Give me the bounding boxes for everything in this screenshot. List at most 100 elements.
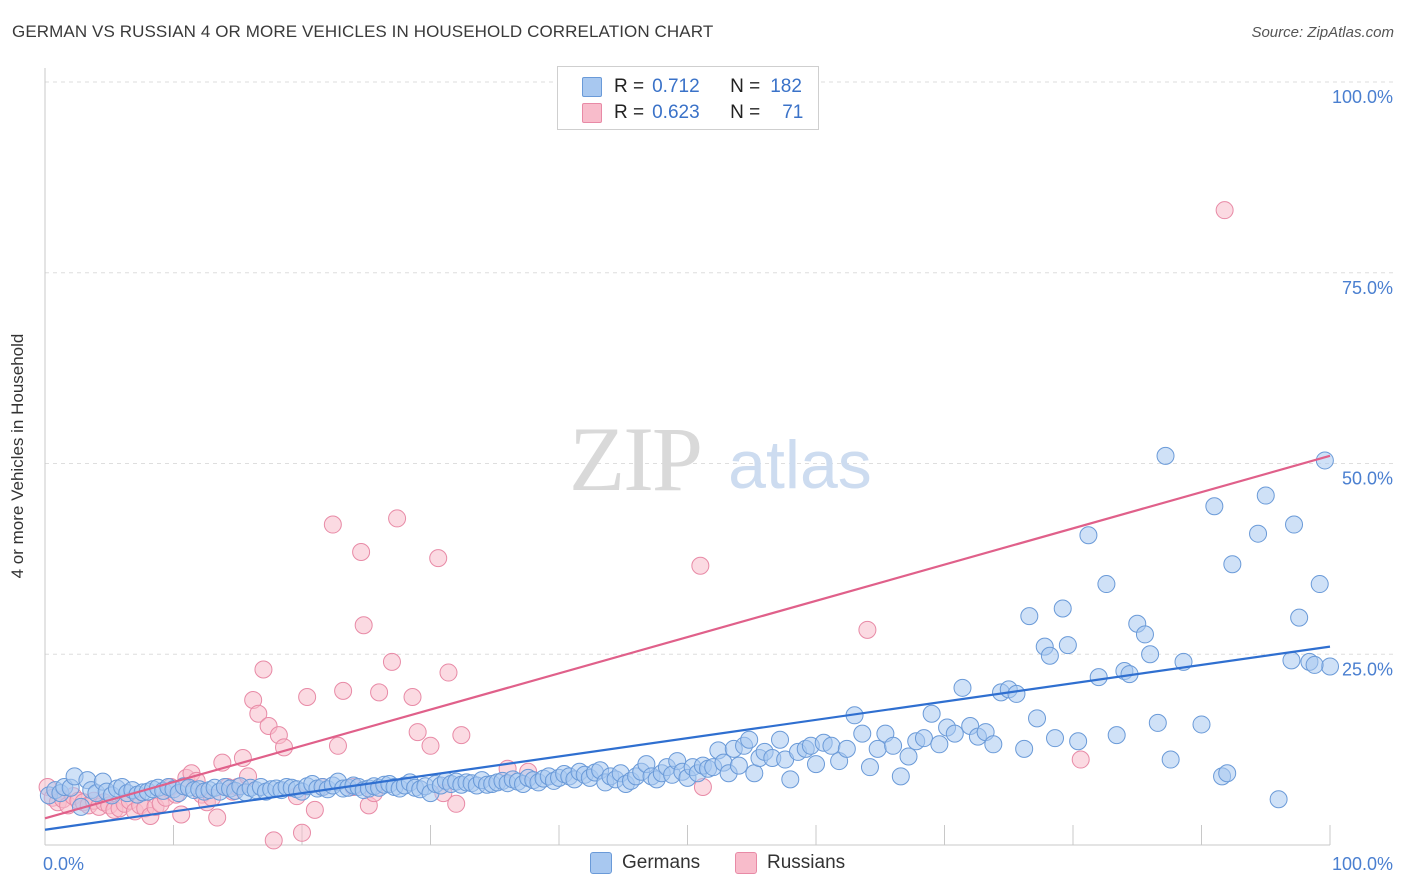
germans-point (838, 740, 855, 757)
russians-point (859, 621, 876, 638)
legend-item-germans[interactable]: Germans (590, 852, 700, 874)
germans-point (1206, 498, 1223, 515)
germans-point (923, 705, 940, 722)
r-label: R = (614, 76, 644, 98)
russians-point (353, 544, 370, 561)
germans-swatch (582, 77, 602, 97)
n-label: N = (730, 102, 760, 124)
germans-point (954, 679, 971, 696)
r-label: R = (614, 102, 644, 124)
russians-point (306, 801, 323, 818)
y-axis-title: 4 or more Vehicles in Household (8, 334, 28, 579)
germans-point (1142, 646, 1159, 663)
stats-legend: R = 0.712 N = 182 R = 0.623 N = 71 (557, 66, 819, 130)
germans-point (808, 756, 825, 773)
germans-point (1021, 608, 1038, 625)
series-legend: Germans Russians (0, 852, 1406, 878)
germans-point (915, 730, 932, 747)
germans-point (1162, 751, 1179, 768)
germans-point (1157, 447, 1174, 464)
germans-point (1070, 733, 1087, 750)
germans-point (1250, 525, 1267, 542)
germans-point (1054, 600, 1071, 617)
germans-point (861, 759, 878, 776)
legend-item-russians[interactable]: Russians (735, 852, 845, 874)
n-value: 182 (770, 76, 802, 98)
germans-point (946, 725, 963, 742)
watermark: ZIP atlas (569, 408, 872, 510)
y-tick-label: 50.0% (1342, 469, 1393, 489)
stats-row-germans: R = 0.712 N = 182 (582, 75, 802, 99)
germans-point (823, 737, 840, 754)
n-value: 71 (782, 102, 803, 124)
germans-point (1316, 452, 1333, 469)
russians-point (324, 516, 341, 533)
russians-points (39, 202, 1233, 849)
germans-point (892, 768, 909, 785)
watermark-atlas: atlas (728, 427, 872, 503)
gridlines (45, 82, 1393, 654)
russians-legend-swatch (735, 852, 757, 874)
germans-point (1149, 714, 1166, 731)
russians-point (422, 737, 439, 754)
russians-point (440, 664, 457, 681)
germans-point (730, 757, 747, 774)
germans-point (1016, 740, 1033, 757)
germans-point (1029, 710, 1046, 727)
germans-point (1080, 527, 1097, 544)
russians-point (294, 824, 311, 841)
germans-point (1041, 647, 1058, 664)
stats-row-russians: R = 0.623 N = 71 (582, 101, 803, 125)
y-tick-label: 75.0% (1342, 278, 1393, 298)
russians-point (1216, 202, 1233, 219)
germans-point (1283, 652, 1300, 669)
germans-point (1322, 658, 1339, 675)
germans-point (854, 725, 871, 742)
germans-point (1008, 685, 1025, 702)
germans-point (1257, 487, 1274, 504)
russians-point (371, 684, 388, 701)
watermark-zip: ZIP (569, 408, 701, 510)
germans-point (885, 737, 902, 754)
germans-point (741, 731, 758, 748)
russians-point (255, 661, 272, 678)
russians-point (692, 557, 709, 574)
germans-point (1311, 576, 1328, 593)
r-value: 0.712 (652, 76, 720, 98)
germans-point (1108, 727, 1125, 744)
germans-point (1059, 637, 1076, 654)
russians-point (1072, 751, 1089, 768)
germans-point (869, 740, 886, 757)
russians-point (299, 688, 316, 705)
germans-point (1286, 516, 1303, 533)
russians-point (448, 795, 465, 812)
germans-legend-swatch (590, 852, 612, 874)
germans-point (1291, 609, 1308, 626)
germans-point (1193, 716, 1210, 733)
germans-point (1136, 626, 1153, 643)
germans-point (1219, 765, 1236, 782)
russians-point (329, 737, 346, 754)
germans-point (900, 748, 917, 765)
germans-point (1224, 556, 1241, 573)
russians-point (265, 832, 282, 849)
y-tick-label: 25.0% (1342, 659, 1393, 679)
n-label: N = (730, 76, 760, 98)
russians-point (430, 550, 447, 567)
germans-point (1098, 576, 1115, 593)
russians-swatch (582, 103, 602, 123)
germans-point (1306, 656, 1323, 673)
germans-trendline (45, 647, 1330, 830)
germans-point (746, 765, 763, 782)
germans-point (931, 736, 948, 753)
germans-point (782, 771, 799, 788)
russians-point (335, 682, 352, 699)
r-value: 0.623 (652, 102, 720, 124)
russians-point (409, 724, 426, 741)
legend-label-russians: Russians (767, 852, 845, 874)
germans-point (1270, 791, 1287, 808)
russians-point (355, 617, 372, 634)
germans-point (1090, 669, 1107, 686)
russians-point (209, 809, 226, 826)
